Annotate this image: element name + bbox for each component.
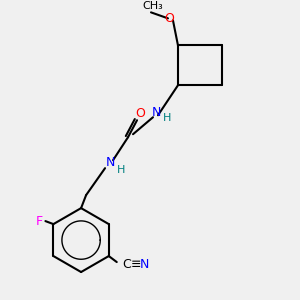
Text: H: H	[163, 113, 171, 123]
Text: H: H	[117, 165, 125, 175]
Text: ≡: ≡	[130, 257, 141, 271]
Text: C: C	[122, 257, 131, 271]
Text: CH₃: CH₃	[142, 2, 164, 11]
Text: O: O	[164, 12, 174, 25]
Text: N: N	[151, 106, 161, 119]
Text: N: N	[105, 156, 115, 169]
Text: N: N	[140, 257, 149, 271]
Text: O: O	[135, 107, 145, 120]
Text: F: F	[36, 214, 43, 228]
